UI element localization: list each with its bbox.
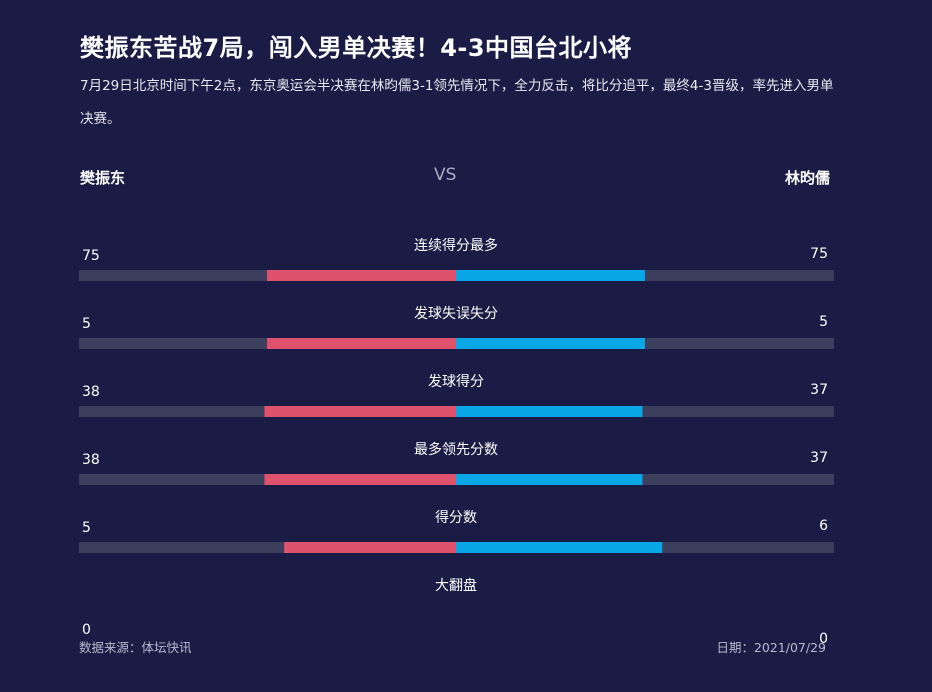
value-left: 38 [82, 384, 100, 400]
player-right-name: 林昀儒 [784, 169, 830, 187]
bar-right [456, 474, 643, 485]
value-right: 0 [819, 631, 828, 647]
value-left: 75 [82, 248, 100, 264]
category-label: 发球得分 [428, 373, 484, 390]
value-right: 37 [810, 382, 828, 398]
bar-left [267, 338, 456, 349]
page-title: 樊振东苦战7局，闯入男单决赛！4-3中国台北小将 [80, 34, 633, 62]
value-right: 37 [810, 450, 828, 466]
bar-right [456, 338, 645, 349]
value-left: 38 [82, 452, 100, 468]
player-left-name: 樊振东 [80, 169, 126, 187]
category-label: 最多领先分数 [414, 441, 498, 458]
value-right: 5 [819, 314, 828, 330]
vs-label: VS [434, 165, 457, 185]
value-right: 75 [810, 246, 828, 262]
value-left: 5 [82, 520, 91, 536]
category-label: 得分数 [435, 509, 477, 526]
category-label: 连续得分最多 [414, 237, 498, 254]
value-left: 5 [82, 316, 91, 332]
value-right: 6 [819, 518, 828, 534]
page-subtitle: 7月29日北京时间下午2点，东京奥运会半决赛在林昀儒3-1领先情况下，全力反击，… [80, 78, 834, 127]
bar-right [456, 270, 645, 281]
bar-left [267, 270, 456, 281]
bar-left [264, 474, 456, 485]
data-source: 数据来源：体坛快讯 [79, 640, 192, 655]
category-label: 发球失误失分 [414, 306, 498, 322]
bar-right [456, 542, 663, 553]
category-label: 大翻盘 [435, 577, 477, 594]
bar-left [284, 542, 456, 553]
bar-left [264, 406, 456, 417]
value-left: 0 [82, 622, 91, 638]
bar-right [456, 406, 643, 417]
chart-date: 日期：2021/07/29 [716, 640, 826, 655]
